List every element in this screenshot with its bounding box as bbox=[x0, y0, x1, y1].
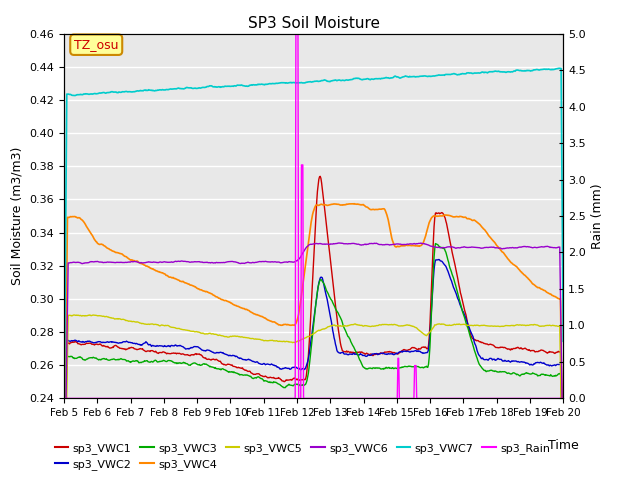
sp3_VWC3 bbox=[374, 365, 381, 371]
Line: sp3_VWC2: sp3_VWC2 bbox=[64, 260, 563, 480]
sp3_Rain bbox=[69, 396, 77, 401]
Text: TZ_osu: TZ_osu bbox=[74, 38, 118, 51]
Line: sp3_VWC6: sp3_VWC6 bbox=[64, 243, 563, 480]
sp3_Rain bbox=[60, 396, 68, 401]
sp3_VWC5 bbox=[86, 312, 93, 318]
sp3_Rain bbox=[172, 396, 179, 401]
sp3_VWC1 bbox=[69, 339, 77, 345]
Line: sp3_VWC3: sp3_VWC3 bbox=[64, 243, 563, 480]
Line: sp3_VWC1: sp3_VWC1 bbox=[64, 176, 563, 480]
sp3_Rain bbox=[559, 396, 567, 401]
sp3_Rain bbox=[120, 396, 128, 401]
sp3_VWC4 bbox=[120, 253, 128, 259]
sp3_VWC5 bbox=[374, 323, 382, 328]
sp3_VWC1 bbox=[198, 352, 205, 358]
sp3_VWC7 bbox=[69, 93, 77, 98]
Y-axis label: Rain (mm): Rain (mm) bbox=[591, 183, 604, 249]
sp3_VWC4 bbox=[374, 206, 382, 212]
sp3_VWC6 bbox=[120, 260, 128, 265]
sp3_VWC7 bbox=[374, 76, 381, 82]
sp3_VWC1 bbox=[389, 350, 397, 356]
sp3_VWC2 bbox=[172, 342, 179, 348]
sp3_VWC5 bbox=[69, 312, 77, 318]
sp3_VWC2 bbox=[198, 347, 205, 352]
sp3_VWC7 bbox=[559, 338, 567, 344]
sp3_VWC3 bbox=[198, 362, 205, 368]
sp3_VWC6 bbox=[69, 259, 77, 265]
sp3_Rain bbox=[198, 396, 205, 401]
sp3_VWC1 bbox=[172, 350, 179, 356]
sp3_VWC3 bbox=[120, 357, 128, 362]
sp3_VWC4 bbox=[69, 214, 77, 219]
sp3_VWC4 bbox=[198, 287, 205, 293]
Line: sp3_VWC5: sp3_VWC5 bbox=[64, 315, 563, 480]
sp3_VWC7 bbox=[120, 89, 128, 95]
sp3_VWC7 bbox=[388, 75, 396, 81]
sp3_VWC2 bbox=[388, 351, 396, 357]
sp3_VWC1 bbox=[120, 346, 128, 352]
sp3_VWC3 bbox=[172, 360, 179, 366]
sp3_Rain bbox=[374, 396, 382, 401]
sp3_VWC3 bbox=[388, 365, 396, 371]
sp3_VWC2 bbox=[69, 338, 77, 344]
sp3_VWC5 bbox=[389, 322, 397, 328]
sp3_VWC3 bbox=[69, 355, 77, 361]
sp3_Rain bbox=[389, 396, 397, 401]
sp3_VWC7 bbox=[555, 65, 563, 71]
sp3_VWC5 bbox=[121, 317, 129, 323]
sp3_VWC7 bbox=[198, 85, 205, 91]
sp3_VWC2 bbox=[435, 257, 443, 263]
sp3_VWC6 bbox=[336, 240, 344, 246]
sp3_VWC5 bbox=[198, 331, 206, 336]
Title: SP3 Soil Moisture: SP3 Soil Moisture bbox=[248, 16, 380, 31]
sp3_VWC1 bbox=[316, 173, 324, 179]
Line: sp3_Rain: sp3_Rain bbox=[64, 34, 563, 398]
sp3_VWC5 bbox=[172, 325, 180, 331]
sp3_VWC6 bbox=[389, 241, 397, 247]
sp3_VWC2 bbox=[374, 352, 381, 358]
sp3_VWC6 bbox=[172, 259, 179, 264]
sp3_VWC7 bbox=[172, 86, 179, 92]
Line: sp3_VWC7: sp3_VWC7 bbox=[64, 68, 563, 445]
sp3_VWC7 bbox=[60, 443, 68, 448]
sp3_VWC3 bbox=[431, 240, 439, 246]
sp3_VWC4 bbox=[389, 240, 397, 245]
sp3_Rain bbox=[292, 31, 300, 36]
sp3_VWC4 bbox=[350, 201, 358, 206]
Legend: sp3_VWC1, sp3_VWC2, sp3_VWC3, sp3_VWC4, sp3_VWC5, sp3_VWC6, sp3_VWC7, sp3_Rain: sp3_VWC1, sp3_VWC2, sp3_VWC3, sp3_VWC4, … bbox=[51, 438, 554, 474]
sp3_VWC6 bbox=[374, 241, 382, 247]
sp3_VWC2 bbox=[120, 339, 128, 345]
sp3_VWC4 bbox=[172, 276, 179, 281]
sp3_VWC6 bbox=[559, 473, 567, 479]
Y-axis label: Soil Moisture (m3/m3): Soil Moisture (m3/m3) bbox=[11, 147, 24, 285]
sp3_VWC1 bbox=[374, 351, 382, 357]
Text: Time: Time bbox=[548, 439, 579, 452]
sp3_VWC6 bbox=[198, 259, 205, 265]
Line: sp3_VWC4: sp3_VWC4 bbox=[64, 204, 563, 480]
